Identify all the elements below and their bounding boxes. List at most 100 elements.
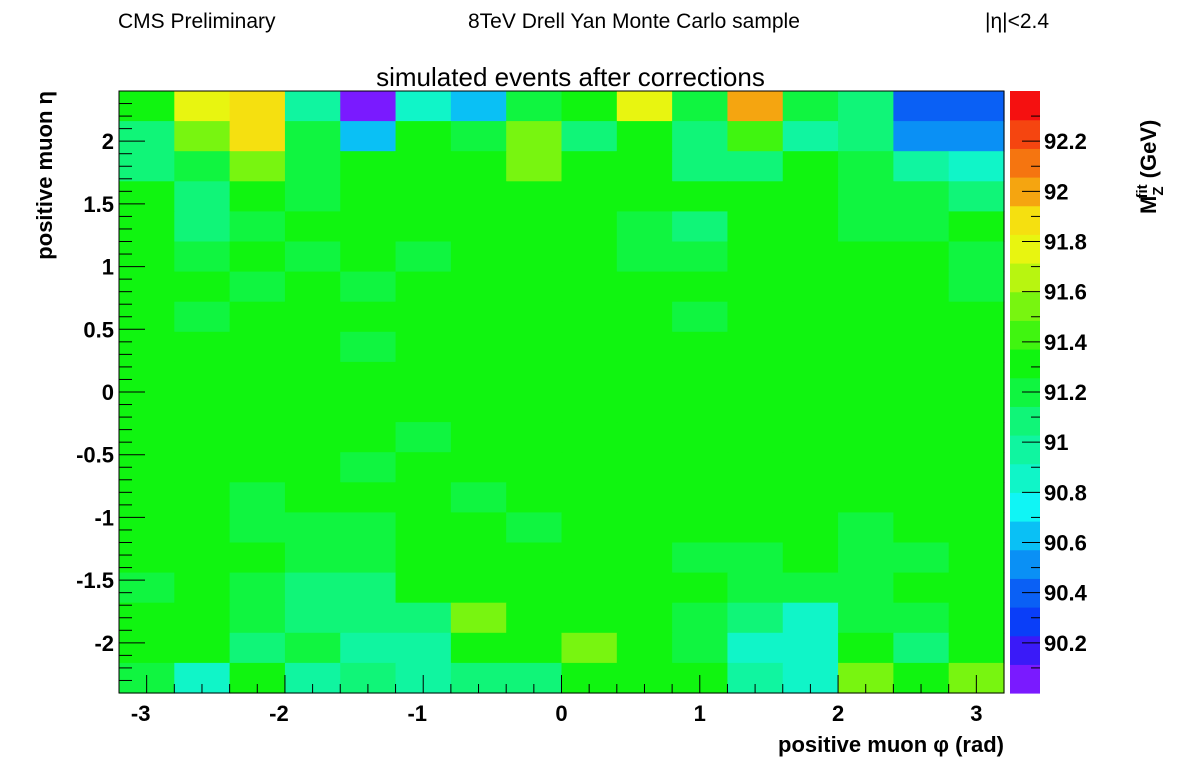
heatmap-cell xyxy=(838,542,894,574)
heatmap-cell xyxy=(284,361,341,393)
heatmap-cell xyxy=(284,151,341,182)
x-tick-label: -2 xyxy=(269,701,289,726)
heatmap-cell xyxy=(284,301,341,333)
heatmap-cell xyxy=(284,121,341,152)
heatmap-cell xyxy=(948,331,1005,363)
header-cms-label: CMS Preliminary xyxy=(118,10,276,33)
x-tick-label: 0 xyxy=(555,701,567,726)
heatmap-cell xyxy=(561,422,618,453)
heatmap-cell xyxy=(450,542,507,574)
heatmap-cell xyxy=(893,271,950,303)
heatmap-cell xyxy=(616,542,673,574)
heatmap-cell xyxy=(893,241,950,273)
heatmap-cell xyxy=(893,151,950,182)
heatmap-cell xyxy=(395,482,452,513)
heatmap-cell xyxy=(450,602,507,634)
heatmap-cell xyxy=(174,452,231,483)
heatmap-cell xyxy=(229,271,286,303)
palette-swatch xyxy=(1010,406,1040,436)
heatmap-cell xyxy=(174,91,231,122)
heatmap-cell xyxy=(229,422,286,453)
heatmap-cell xyxy=(948,422,1005,453)
palette-swatch xyxy=(1010,435,1040,465)
heatmap-cell xyxy=(672,91,729,122)
heatmap-cell xyxy=(838,452,894,483)
palette-swatch xyxy=(1010,664,1040,694)
palette-swatch xyxy=(1010,291,1040,321)
palette-swatch xyxy=(1010,148,1040,178)
palette-swatch xyxy=(1010,119,1040,149)
heatmap-cell xyxy=(672,331,729,363)
heatmap-cell xyxy=(340,151,397,182)
heatmap-cell xyxy=(395,121,452,152)
heatmap-cell xyxy=(948,181,1005,212)
heatmap-cell xyxy=(893,632,950,664)
heatmap-cell xyxy=(284,331,341,363)
palette-swatch xyxy=(1010,521,1040,551)
heatmap-cell xyxy=(284,512,341,544)
heatmap-cell xyxy=(782,361,839,393)
heatmap-cell xyxy=(119,542,175,574)
z-axis-label-main: M xyxy=(1136,196,1161,214)
heatmap-cell xyxy=(561,602,618,634)
heatmap-cell xyxy=(119,121,175,152)
y-tick-label: 1.5 xyxy=(83,192,114,217)
header-eta-range: |η|<2.4 xyxy=(985,10,1050,33)
x-tick-label: 1 xyxy=(694,701,706,726)
header-sample-label: 8TeV Drell Yan Monte Carlo sample xyxy=(468,10,800,33)
heatmap-cell xyxy=(616,151,673,182)
heatmap-cell xyxy=(506,632,563,664)
y-tick-label: -0.5 xyxy=(76,443,114,468)
heatmap-cell xyxy=(838,121,894,152)
heatmap-cell xyxy=(340,572,397,604)
heatmap-cell xyxy=(395,91,452,122)
heatmap-cell xyxy=(727,632,784,664)
heatmap-cell xyxy=(450,151,507,182)
z-axis-label-unit: (GeV) xyxy=(1136,120,1161,179)
heatmap-cell xyxy=(450,632,507,664)
heatmap-cell xyxy=(174,181,231,212)
heatmap-cell xyxy=(174,121,231,152)
heatmap-cell xyxy=(561,361,618,393)
z-tick-label: 91.8 xyxy=(1044,230,1087,255)
heatmap-cell xyxy=(838,91,894,122)
heatmap-cell xyxy=(616,271,673,303)
heatmap-cell xyxy=(948,151,1005,182)
heatmap-cell xyxy=(174,331,231,363)
heatmap-cell xyxy=(672,632,729,664)
heatmap-cell xyxy=(506,452,563,483)
heatmap-cell xyxy=(229,482,286,513)
heatmap-cell xyxy=(616,211,673,243)
heatmap-cell xyxy=(838,211,894,243)
heatmap-cell xyxy=(229,361,286,393)
heatmap-cell xyxy=(672,542,729,574)
heatmap-cell xyxy=(616,241,673,273)
heatmap-cell xyxy=(561,542,618,574)
heatmap-cell xyxy=(838,151,894,182)
heatmap-cell xyxy=(340,211,397,243)
heatmap-cell xyxy=(782,572,839,604)
heatmap-cell xyxy=(948,211,1005,243)
heatmap-cell xyxy=(561,271,618,303)
heatmap-cell xyxy=(174,241,231,273)
heatmap-cell xyxy=(119,271,175,303)
heatmap-cell xyxy=(395,512,452,544)
y-tick-label: -2 xyxy=(94,631,114,656)
heatmap-cell xyxy=(948,361,1005,393)
heatmap-cell xyxy=(838,572,894,604)
heatmap-cell xyxy=(782,331,839,363)
heatmap-cell xyxy=(948,482,1005,513)
heatmap-cell xyxy=(616,512,673,544)
heatmap-cell xyxy=(174,392,231,423)
heatmap-cell xyxy=(561,301,618,333)
x-tick-label: 3 xyxy=(970,701,982,726)
heatmap-cell xyxy=(506,602,563,634)
heatmap-cell xyxy=(948,392,1005,423)
heatmap-cell xyxy=(340,121,397,152)
heatmap-cell xyxy=(948,121,1005,152)
heatmap-cell xyxy=(727,91,784,122)
heatmap-cell xyxy=(174,572,231,604)
heatmap-cell xyxy=(506,181,563,212)
heatmap-cell xyxy=(340,512,397,544)
